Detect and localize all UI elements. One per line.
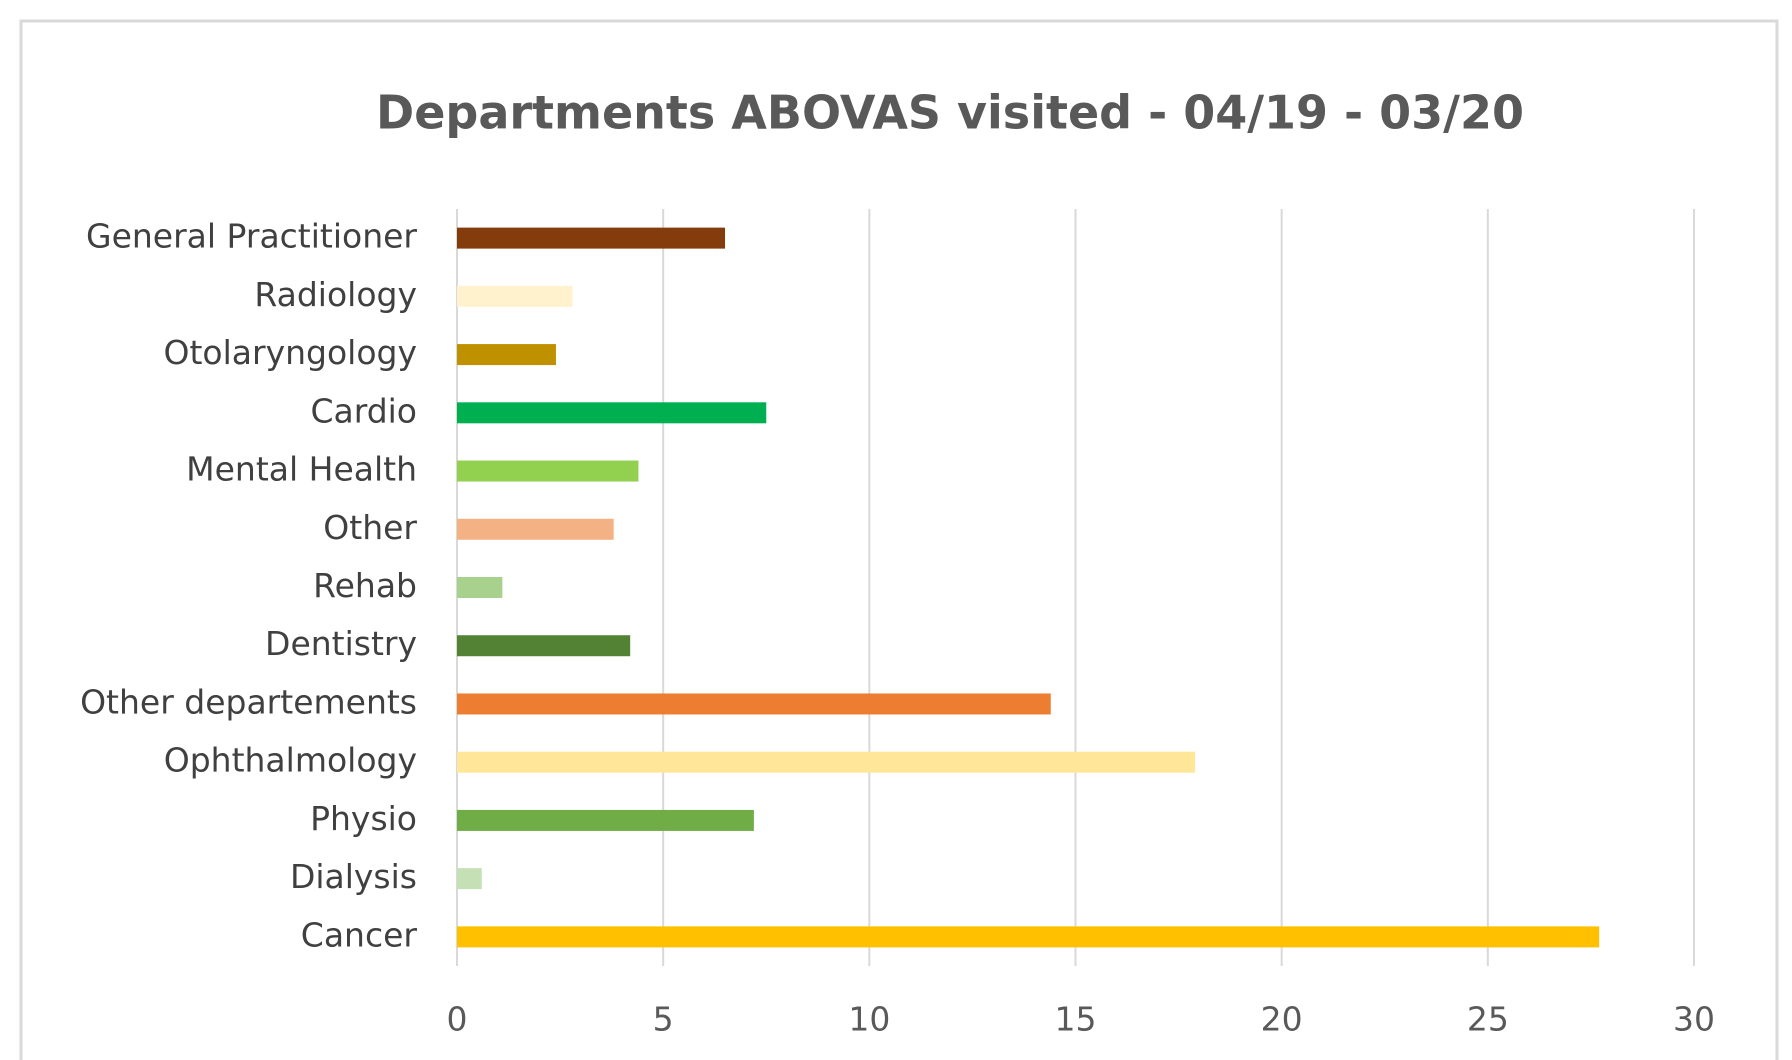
y-tick-label: Physio [310, 799, 417, 838]
y-tick-label: Dialysis [290, 857, 417, 896]
bar [457, 344, 556, 366]
bar [457, 635, 631, 657]
bar [457, 402, 767, 424]
y-tick-label: Rehab [313, 566, 417, 605]
x-tick-label: 20 [1261, 1000, 1303, 1039]
y-tick-label: Radiology [254, 275, 417, 314]
x-tick-label: 25 [1467, 1000, 1509, 1039]
y-tick-label: Cancer [301, 915, 418, 954]
bar [457, 518, 614, 540]
bar [457, 577, 503, 598]
bar [457, 693, 1051, 715]
y-tick-label: Otolaryngology [164, 333, 417, 372]
bar [457, 926, 1600, 948]
x-tick-label: 10 [848, 1000, 890, 1039]
y-tick-label: Other departements [80, 682, 417, 721]
y-tick-label: Other [323, 508, 417, 547]
bar [457, 285, 573, 307]
x-tick-label: 15 [1055, 1000, 1097, 1039]
x-tick-label: 0 [447, 1000, 468, 1039]
y-tick-label: General Practitioner [86, 217, 417, 256]
x-tick-label: 30 [1673, 1000, 1715, 1039]
bar [457, 460, 639, 482]
y-tick-label: Dentistry [265, 624, 417, 663]
y-tick-label: Ophthalmology [164, 741, 417, 780]
bar [457, 227, 726, 249]
bar [457, 751, 1196, 773]
y-tick-label: Cardio [310, 391, 417, 430]
bar [457, 809, 754, 831]
y-tick-label: Mental Health [186, 450, 417, 489]
x-tick-label: 5 [653, 1000, 674, 1039]
bar [457, 868, 482, 890]
chart-title: Departments ABOVAS visited - 04/19 - 03/… [376, 86, 1524, 140]
chart-frame [19, 19, 1779, 1060]
